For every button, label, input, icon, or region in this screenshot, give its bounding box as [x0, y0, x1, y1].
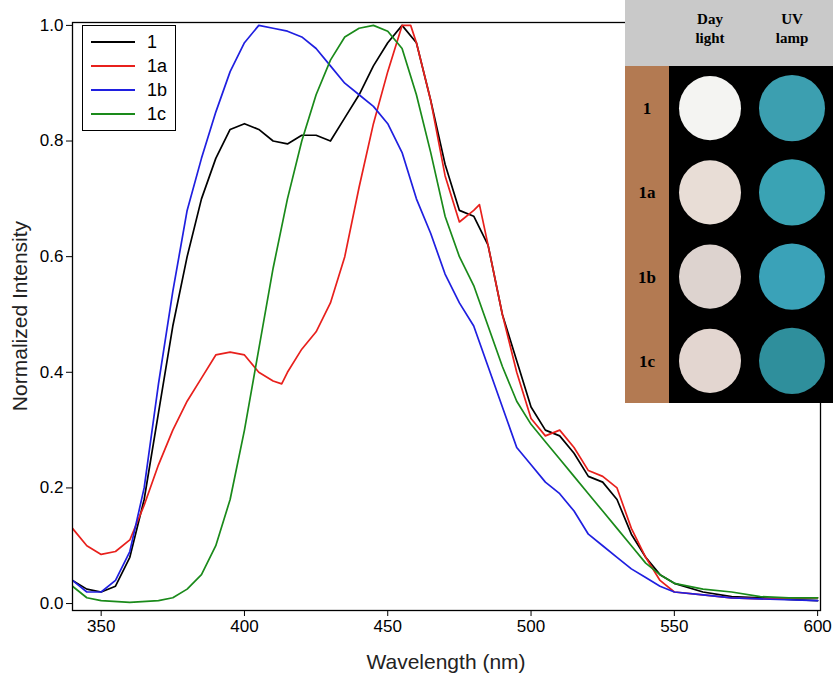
- svg-text:1a: 1a: [639, 183, 657, 202]
- svg-text:400: 400: [230, 617, 258, 636]
- svg-text:Daylight: Daylight: [695, 11, 724, 46]
- svg-text:1b: 1b: [638, 268, 656, 287]
- svg-text:550: 550: [660, 617, 688, 636]
- svg-text:1c: 1c: [639, 352, 656, 371]
- html-text:1c: 1c: [147, 103, 166, 124]
- svg-text:350: 350: [87, 617, 115, 636]
- html-text:Normalized Intensity: Normalized Intensity: [8, 220, 31, 412]
- svg-text:0.6: 0.6: [40, 247, 64, 266]
- svg-text:0.4: 0.4: [40, 363, 64, 382]
- svg-text:1: 1: [643, 99, 652, 118]
- html-text:Wavelength (nm): Wavelength (nm): [366, 650, 526, 673]
- svg-text:0.8: 0.8: [40, 131, 64, 150]
- html-text:1a: 1a: [147, 55, 167, 76]
- svg-text:1.0: 1.0: [40, 16, 64, 35]
- svg-text:0.2: 0.2: [40, 478, 64, 497]
- html-text:1: 1: [147, 31, 157, 52]
- svg-text:0.0: 0.0: [40, 594, 64, 613]
- svg-text:500: 500: [517, 617, 545, 636]
- svg-text:450: 450: [374, 617, 402, 636]
- svg-text:600: 600: [803, 617, 831, 636]
- svg-text:UVlamp: UVlamp: [776, 11, 809, 46]
- html-text:1b: 1b: [147, 79, 167, 100]
